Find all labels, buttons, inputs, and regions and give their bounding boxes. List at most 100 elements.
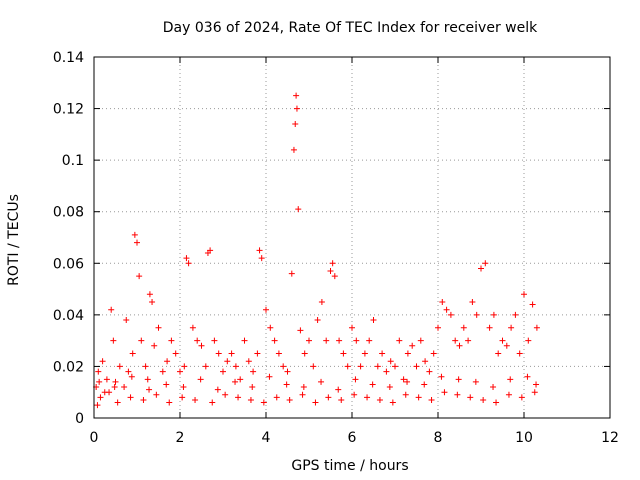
x-tick-label: 4 [262, 430, 271, 446]
data-point [421, 381, 428, 388]
data-point [353, 337, 360, 344]
data-point [299, 391, 306, 398]
data-point [318, 378, 325, 385]
data-point [127, 394, 134, 401]
data-point [207, 247, 214, 254]
data-point [486, 324, 493, 331]
data-point [121, 384, 128, 391]
data-point [286, 396, 293, 403]
data-point [297, 327, 304, 334]
data-point [134, 239, 140, 246]
data-point [351, 391, 358, 398]
data-point [480, 396, 487, 403]
data-point [349, 324, 355, 331]
data-point [295, 206, 302, 213]
data-point [140, 396, 147, 403]
data-point [314, 317, 321, 324]
data-point [180, 384, 187, 391]
data-point [325, 394, 332, 401]
y-tick-label: 0.02 [53, 359, 84, 375]
data-point [166, 399, 173, 406]
data-point [439, 298, 446, 305]
data-point [131, 231, 138, 238]
data-point [413, 363, 420, 370]
data-point [110, 337, 117, 344]
y-tick-label: 0.06 [53, 256, 84, 272]
data-point [129, 350, 136, 357]
data-point [114, 399, 121, 406]
data-point [454, 391, 461, 398]
data-point [495, 350, 502, 357]
data-point [441, 389, 448, 396]
data-point [364, 394, 371, 401]
data-point [533, 381, 540, 388]
data-point [194, 337, 201, 344]
y-tick-label: 0.14 [53, 50, 84, 66]
data-point [153, 391, 160, 398]
data-point [198, 342, 205, 349]
data-point [146, 291, 153, 298]
data-point [123, 317, 130, 324]
data-point [533, 324, 540, 331]
data-point [215, 350, 222, 357]
data-point [306, 337, 312, 344]
data-point [94, 402, 101, 409]
data-point [329, 260, 336, 267]
data-point [417, 337, 424, 344]
data-point [312, 399, 319, 406]
data-point [402, 391, 409, 398]
data-point [247, 396, 254, 403]
data-point [503, 342, 510, 349]
data-point [404, 378, 411, 385]
data-point [155, 324, 162, 331]
y-tick-label: 0.08 [53, 205, 84, 221]
data-point [101, 389, 108, 396]
data-point [192, 396, 199, 403]
data-point [275, 350, 282, 357]
data-point [164, 358, 171, 365]
data-point [266, 373, 273, 380]
data-point [415, 394, 422, 401]
data-point [288, 270, 295, 277]
data-point [482, 260, 489, 267]
data-point [456, 342, 463, 349]
data-point [529, 301, 536, 308]
data-point [95, 368, 102, 375]
data-point [290, 146, 297, 153]
data-point [220, 368, 226, 375]
data-point [452, 337, 459, 344]
data-point [209, 399, 216, 406]
data-point [499, 337, 506, 344]
data-point [426, 368, 433, 375]
data-point [396, 337, 403, 344]
data-point [428, 396, 435, 403]
data-point [112, 378, 119, 385]
data-point [177, 368, 183, 375]
data-point [185, 260, 192, 267]
data-point [469, 298, 476, 305]
data-point [237, 376, 244, 383]
data-point [159, 368, 166, 375]
data-point [340, 350, 347, 357]
data-point [361, 350, 368, 357]
data-point [300, 384, 307, 391]
y-tick-label: 0.04 [53, 308, 84, 324]
data-point [293, 105, 300, 112]
data-point [409, 342, 416, 349]
y-tick-label: 0.12 [53, 102, 84, 118]
data-point [168, 337, 175, 344]
data-point [181, 363, 188, 370]
data-point [376, 396, 383, 403]
data-point [331, 273, 338, 280]
data-point [369, 381, 376, 388]
data-point [249, 384, 256, 391]
data-point [392, 363, 398, 370]
data-point [383, 368, 390, 375]
x-tick-label: 2 [176, 430, 185, 446]
data-point [284, 368, 291, 375]
data-point [151, 342, 158, 349]
data-point [505, 391, 512, 398]
data-point [447, 311, 454, 318]
data-point [172, 350, 179, 357]
